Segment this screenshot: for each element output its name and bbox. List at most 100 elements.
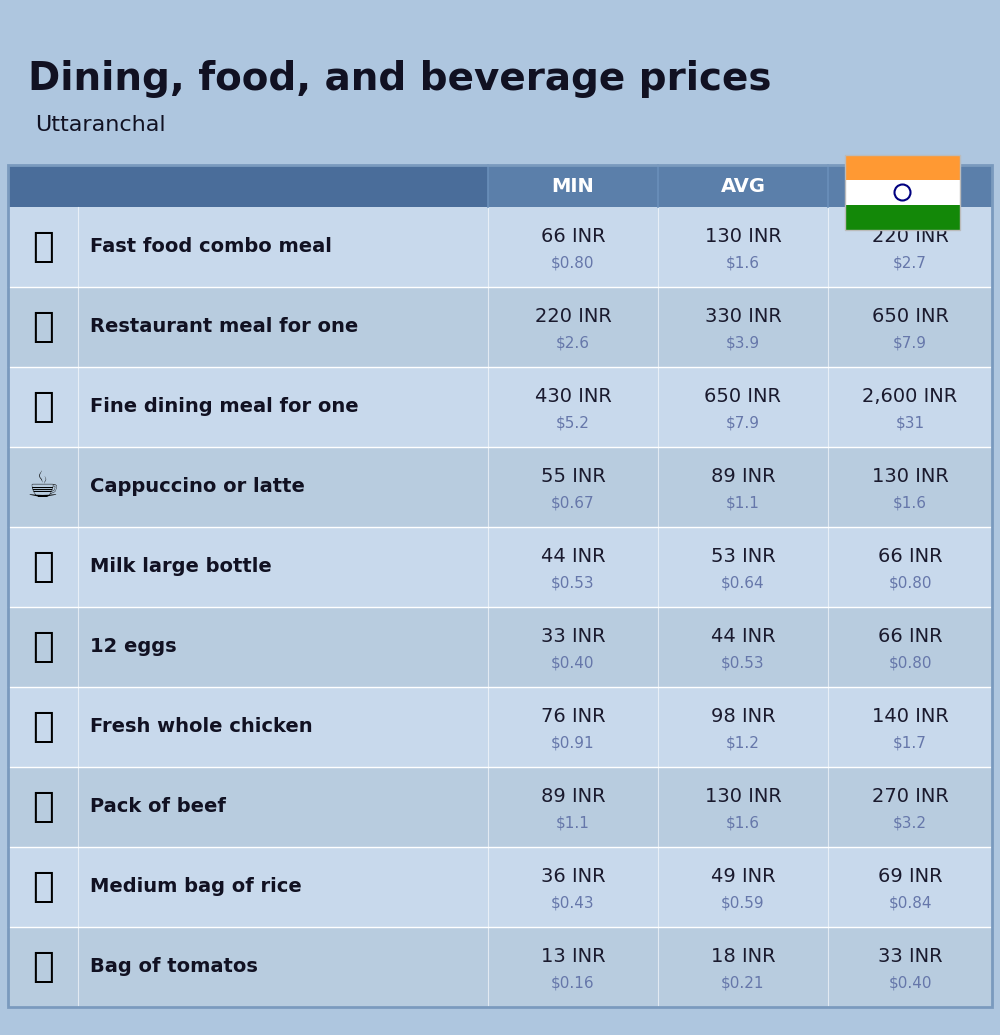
Text: $2.6: $2.6 xyxy=(556,335,590,351)
Bar xyxy=(8,367,992,447)
Text: $0.80: $0.80 xyxy=(888,575,932,591)
Text: $1.6: $1.6 xyxy=(726,256,760,270)
Text: $5.2: $5.2 xyxy=(556,415,590,431)
Text: $0.80: $0.80 xyxy=(551,256,595,270)
Text: $1.6: $1.6 xyxy=(726,816,760,830)
Text: $0.91: $0.91 xyxy=(551,736,595,750)
Text: 66 INR: 66 INR xyxy=(878,548,942,566)
Text: MAX: MAX xyxy=(885,177,935,196)
Bar xyxy=(845,155,960,180)
Text: $7.9: $7.9 xyxy=(893,335,927,351)
Text: $0.43: $0.43 xyxy=(551,895,595,911)
Text: 130 INR: 130 INR xyxy=(705,788,781,806)
Text: 270 INR: 270 INR xyxy=(872,788,948,806)
Text: $0.16: $0.16 xyxy=(551,976,595,990)
Text: $0.80: $0.80 xyxy=(888,655,932,671)
Text: 🍳: 🍳 xyxy=(32,310,54,344)
Bar xyxy=(8,165,488,207)
Text: 650 INR: 650 INR xyxy=(872,307,948,326)
Text: 66 INR: 66 INR xyxy=(878,627,942,647)
Text: 🥛: 🥛 xyxy=(32,550,54,584)
Text: MIN: MIN xyxy=(552,177,594,196)
Text: $3.9: $3.9 xyxy=(726,335,760,351)
Text: Fresh whole chicken: Fresh whole chicken xyxy=(90,717,313,737)
Text: $0.21: $0.21 xyxy=(721,976,765,990)
Text: 🍽: 🍽 xyxy=(32,390,54,424)
Text: 130 INR: 130 INR xyxy=(872,468,948,486)
Bar xyxy=(845,180,960,205)
Text: 🥩: 🥩 xyxy=(32,790,54,824)
Text: Cappuccino or latte: Cappuccino or latte xyxy=(90,477,305,497)
Text: 76 INR: 76 INR xyxy=(541,708,605,727)
Text: $0.64: $0.64 xyxy=(721,575,765,591)
Text: 55 INR: 55 INR xyxy=(541,468,605,486)
Bar xyxy=(8,607,992,687)
Bar xyxy=(8,847,992,927)
Text: 18 INR: 18 INR xyxy=(711,947,775,967)
Text: $3.2: $3.2 xyxy=(893,816,927,830)
Text: Fine dining meal for one: Fine dining meal for one xyxy=(90,397,359,416)
Text: Fast food combo meal: Fast food combo meal xyxy=(90,237,332,257)
Text: $0.59: $0.59 xyxy=(721,895,765,911)
Text: $1.2: $1.2 xyxy=(726,736,760,750)
Bar xyxy=(488,165,992,207)
Text: 650 INR: 650 INR xyxy=(704,387,782,407)
Text: Restaurant meal for one: Restaurant meal for one xyxy=(90,318,358,336)
Text: 89 INR: 89 INR xyxy=(711,468,775,486)
Text: $31: $31 xyxy=(895,415,925,431)
Text: 66 INR: 66 INR xyxy=(541,228,605,246)
Text: $1.6: $1.6 xyxy=(893,496,927,510)
Text: 98 INR: 98 INR xyxy=(711,708,775,727)
Bar xyxy=(8,207,992,287)
Text: 🍅: 🍅 xyxy=(32,950,54,984)
Text: Milk large bottle: Milk large bottle xyxy=(90,558,272,576)
Text: 69 INR: 69 INR xyxy=(878,867,942,887)
Text: 89 INR: 89 INR xyxy=(541,788,605,806)
Text: 53 INR: 53 INR xyxy=(711,548,775,566)
Text: $0.40: $0.40 xyxy=(888,976,932,990)
Bar xyxy=(8,447,992,527)
Text: 330 INR: 330 INR xyxy=(705,307,781,326)
Text: 44 INR: 44 INR xyxy=(711,627,775,647)
Text: 140 INR: 140 INR xyxy=(872,708,948,727)
Text: Bag of tomatos: Bag of tomatos xyxy=(90,957,258,976)
Text: ☕: ☕ xyxy=(27,470,59,504)
Text: 🥚: 🥚 xyxy=(32,630,54,664)
Text: $1.1: $1.1 xyxy=(556,816,590,830)
Text: Medium bag of rice: Medium bag of rice xyxy=(90,878,302,896)
Text: $0.53: $0.53 xyxy=(721,655,765,671)
Text: 🍚: 🍚 xyxy=(32,870,54,904)
Text: $0.40: $0.40 xyxy=(551,655,595,671)
Bar xyxy=(8,287,992,367)
Text: 12 eggs: 12 eggs xyxy=(90,638,177,656)
Text: 13 INR: 13 INR xyxy=(541,947,605,967)
Text: 430 INR: 430 INR xyxy=(535,387,611,407)
Bar xyxy=(8,527,992,607)
Text: 36 INR: 36 INR xyxy=(541,867,605,887)
Text: $1.7: $1.7 xyxy=(893,736,927,750)
Text: 🍔: 🍔 xyxy=(32,230,54,264)
Text: 220 INR: 220 INR xyxy=(872,228,948,246)
Text: AVG: AVG xyxy=(720,177,766,196)
Text: $1.1: $1.1 xyxy=(726,496,760,510)
Text: 44 INR: 44 INR xyxy=(541,548,605,566)
Bar xyxy=(8,927,992,1007)
Bar xyxy=(8,687,992,767)
Text: 🐔: 🐔 xyxy=(32,710,54,744)
Text: $0.84: $0.84 xyxy=(888,895,932,911)
Text: 33 INR: 33 INR xyxy=(541,627,605,647)
Text: $0.53: $0.53 xyxy=(551,575,595,591)
Text: Uttaranchal: Uttaranchal xyxy=(35,115,166,135)
Text: Dining, food, and beverage prices: Dining, food, and beverage prices xyxy=(28,60,772,98)
Text: $0.67: $0.67 xyxy=(551,496,595,510)
Text: 220 INR: 220 INR xyxy=(535,307,611,326)
Bar xyxy=(845,155,960,230)
Text: 2,600 INR: 2,600 INR xyxy=(862,387,958,407)
Bar xyxy=(8,767,992,847)
Text: Pack of beef: Pack of beef xyxy=(90,798,226,817)
Bar xyxy=(845,205,960,230)
Text: 130 INR: 130 INR xyxy=(705,228,781,246)
Text: 49 INR: 49 INR xyxy=(711,867,775,887)
Text: $7.9: $7.9 xyxy=(726,415,760,431)
Bar xyxy=(8,165,992,1007)
